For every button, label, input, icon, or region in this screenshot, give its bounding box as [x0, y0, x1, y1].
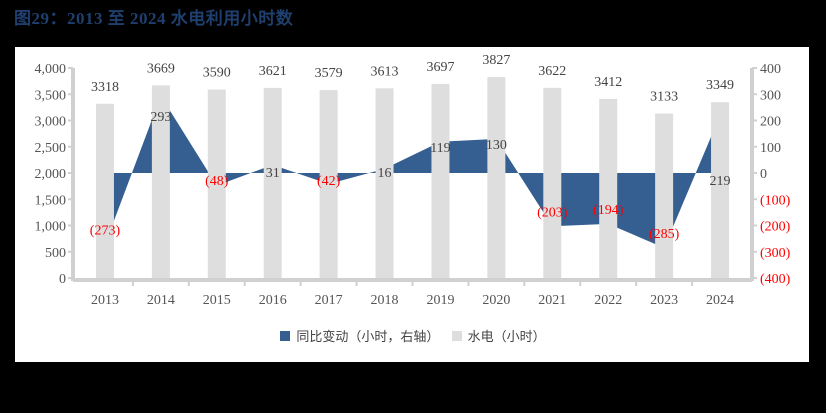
bar-label-2013: 3318	[91, 80, 119, 95]
x-tick-label-2017: 2017	[315, 293, 343, 308]
left-tick-label: 3,500	[35, 88, 67, 103]
x-tick-label-2020: 2020	[482, 293, 510, 308]
right-tick-label: (300)	[760, 246, 791, 261]
x-tick-label-2013: 2013	[91, 293, 119, 308]
legend-item-change[interactable]: 同比变动（小时，右轴）	[280, 326, 439, 345]
right-tick-label: (100)	[760, 193, 791, 208]
right-tick-label: 400	[760, 62, 781, 77]
x-tick-label-2018: 2018	[371, 293, 399, 308]
bar-2014[interactable]	[151, 85, 170, 278]
change-label-2016: 31	[266, 166, 280, 181]
right-tick-label: (400)	[760, 272, 791, 287]
bar-2022[interactable]	[599, 98, 618, 279]
change-label-2017: (42)	[317, 174, 341, 189]
left-tick-label: 4,000	[35, 62, 67, 77]
bar-label-2019: 3697	[426, 60, 454, 75]
bar-label-2015: 3590	[203, 66, 231, 81]
bar-label-2020: 3827	[482, 53, 510, 68]
legend-item-hydro[interactable]: 水电（小时）	[451, 326, 546, 345]
bar-2015[interactable]	[207, 89, 226, 279]
bar-label-2016: 3621	[259, 64, 287, 79]
bar-2024[interactable]	[711, 102, 730, 279]
change-label-2022: (194)	[593, 203, 624, 218]
left-tick-label: 1,500	[35, 193, 67, 208]
area-series-change	[104, 96, 721, 248]
change-label-2014: 293	[150, 110, 171, 125]
chart-legend: 同比变动（小时，右轴） 水电（小时）	[0, 326, 826, 345]
bar-2013[interactable]	[95, 103, 114, 279]
change-label-2013: (273)	[90, 224, 121, 239]
x-tick-label-2019: 2019	[426, 293, 454, 308]
left-tick-label: 2,000	[35, 167, 67, 182]
change-label-2020: 130	[486, 138, 507, 153]
x-tick-label-2015: 2015	[203, 293, 231, 308]
left-tick-label: 2,500	[35, 141, 67, 156]
bar-2018[interactable]	[375, 88, 394, 278]
x-tick-label-2023: 2023	[650, 293, 678, 308]
x-tick-label-2014: 2014	[147, 293, 175, 308]
left-tick-label: 1,000	[35, 220, 67, 235]
left-tick-label: 500	[45, 246, 66, 261]
bar-2021[interactable]	[543, 87, 562, 278]
bar-label-2018: 3613	[371, 64, 399, 79]
change-label-2021: (203)	[537, 205, 568, 220]
x-tick-label-2022: 2022	[594, 293, 622, 308]
legend-label-change: 同比变动（小时，右轴）	[296, 330, 440, 345]
right-tick-label: (200)	[760, 220, 791, 235]
bar-label-2022: 3412	[594, 75, 622, 90]
right-tick-label: 100	[760, 141, 781, 156]
legend-swatch-area-icon	[280, 330, 291, 341]
right-tick-label: 200	[760, 115, 781, 130]
x-tick-label-2021: 2021	[538, 293, 566, 308]
x-tick-label-2016: 2016	[259, 293, 287, 308]
bar-2016[interactable]	[263, 87, 282, 279]
bar-2017[interactable]	[319, 90, 338, 278]
left-tick-label: 0	[59, 272, 66, 287]
left-tick-label: 3,000	[35, 115, 67, 130]
chart-title: 图29：2013 至 2024 水电利用小时数	[14, 9, 294, 28]
bar-label-2024: 3349	[706, 78, 734, 93]
bar-label-2021: 3622	[538, 64, 566, 79]
bar-label-2014: 3669	[147, 61, 175, 76]
x-tick-label-2024: 2024	[706, 293, 734, 308]
change-label-2018: 16	[378, 166, 392, 181]
bar-2020[interactable]	[487, 77, 506, 279]
right-tick-label: 0	[760, 167, 767, 182]
bar-label-2017: 3579	[315, 66, 343, 81]
change-label-2023: (285)	[649, 227, 680, 242]
legend-swatch-bar-icon	[451, 330, 462, 341]
bar-2023[interactable]	[655, 113, 674, 278]
bar-label-2023: 3133	[650, 90, 678, 105]
right-tick-label: 300	[760, 88, 781, 103]
change-label-2019: 119	[430, 141, 450, 156]
bar-2019[interactable]	[431, 83, 450, 278]
legend-label-hydro: 水电（小时）	[467, 330, 546, 345]
change-label-2024: 219	[710, 174, 731, 189]
change-label-2015: (48)	[205, 174, 229, 189]
